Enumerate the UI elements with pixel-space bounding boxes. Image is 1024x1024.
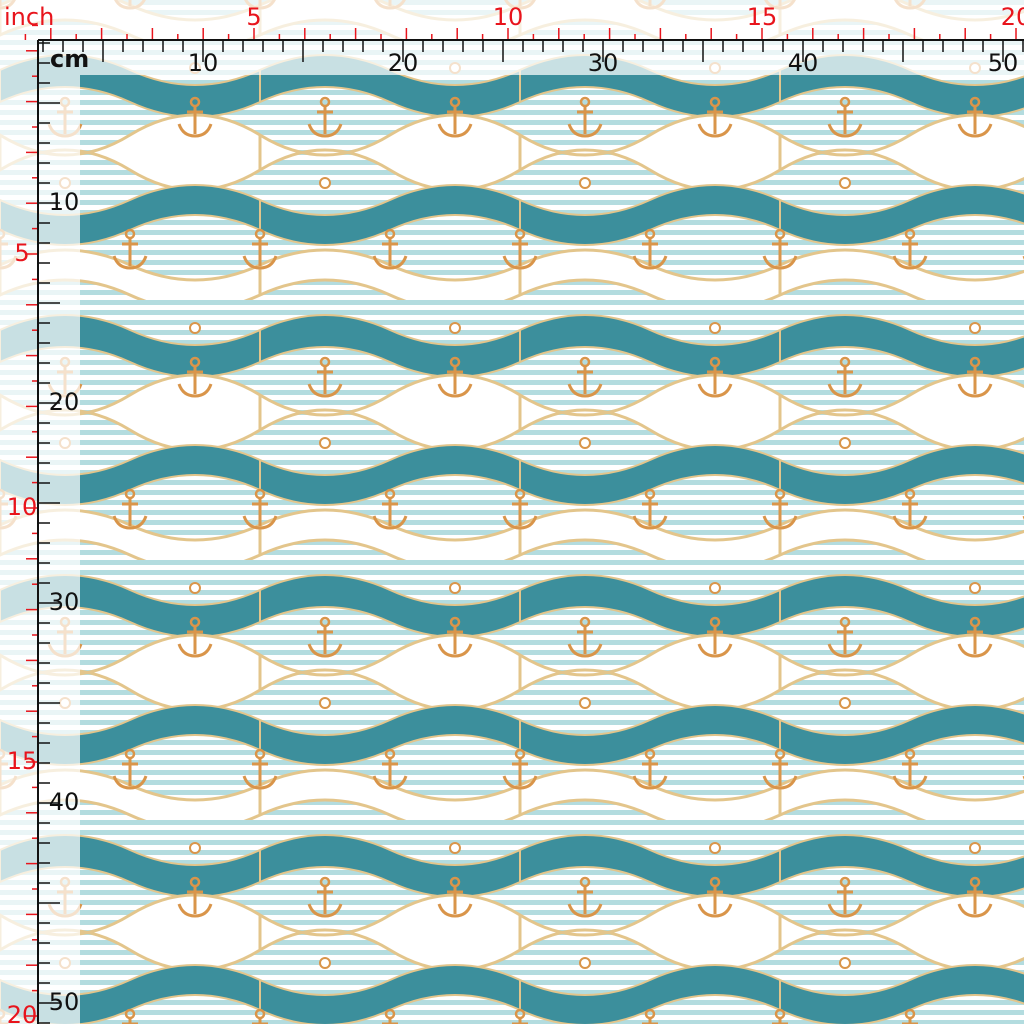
- cm-label: 30: [588, 49, 619, 77]
- inch-label: 5: [246, 3, 261, 31]
- inch-label: 20: [1001, 3, 1024, 31]
- cm-label: 10: [49, 188, 80, 216]
- cm-label: 30: [49, 588, 80, 616]
- cm-label: 20: [388, 49, 419, 77]
- cm-label: 40: [49, 788, 80, 816]
- cm-label: 20: [49, 388, 80, 416]
- cm-label: 40: [788, 49, 819, 77]
- cm-label: 50: [988, 49, 1019, 77]
- inch-label: 5: [14, 239, 29, 267]
- inch-unit: inch: [4, 3, 54, 31]
- cm-unit: cm: [50, 45, 89, 73]
- inch-label: 15: [7, 747, 38, 775]
- ruler-left-band: [0, 75, 80, 1024]
- cm-label: 50: [49, 988, 80, 1016]
- cm-label: 10: [188, 49, 219, 77]
- inch-label: 15: [747, 3, 778, 31]
- ruler-top-band: [0, 0, 1024, 75]
- inch-label: 20: [7, 1001, 38, 1024]
- inch-label: 10: [7, 493, 38, 521]
- inch-label: 10: [493, 3, 524, 31]
